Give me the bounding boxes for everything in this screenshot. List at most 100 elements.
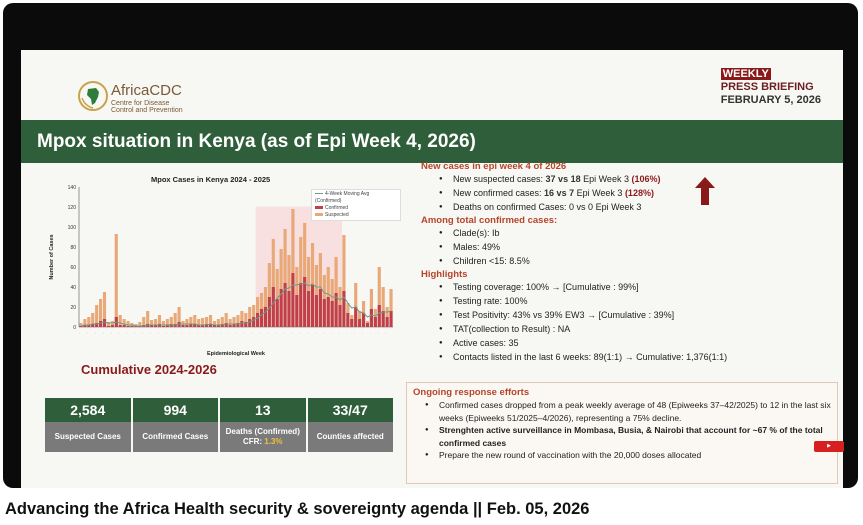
stat-value: 33/47 [307,398,393,422]
list-item: Clade(s): Ib [439,226,836,240]
total-confirmed-heading: Among total confirmed cases: [421,215,558,226]
x-tick-mark: · [125,332,129,335]
x-tick-mark: · [384,332,388,335]
bar-confirmed [299,283,303,327]
y-tick-label: 120 [68,205,77,211]
bar-suspected [153,319,158,327]
bar-suspected [369,289,373,327]
bar-suspected [224,313,228,327]
list-item: Test Positivity: 43% vs 39% EW3 → [Cumul… [439,308,836,322]
x-tick-mark: · [141,332,145,335]
bar-suspected [87,317,91,327]
bar-confirmed [303,277,307,327]
bar-confirmed [275,299,279,327]
video-title[interactable]: Advancing the Africa Health security & s… [5,500,590,518]
bar-suspected [381,287,385,327]
bar-confirmed [236,323,240,327]
bar-suspected [193,315,197,327]
bar-confirmed [165,325,169,327]
bar-confirmed [338,305,342,327]
bar-suspected [283,229,287,327]
bar-suspected [142,317,146,327]
bar-suspected [389,289,393,327]
list-item: TAT(collection to Result) : NA [439,322,836,336]
bar-confirmed [99,321,103,327]
bar-suspected [114,234,118,327]
x-tick-mark: · [164,332,168,335]
ongoing-list: Confirmed cases dropped from a peak week… [413,399,831,462]
y-axis-label: Number of Cases [49,234,55,279]
highlights-heading: Highlights [421,269,468,280]
list-item: Confirmed cases dropped from a peak week… [425,399,831,424]
x-axis-label: Epidemiological Week [207,351,266,357]
moving-avg-line [80,282,392,327]
bar-confirmed [110,325,114,327]
logo-brand: AfricaCDC [111,82,182,99]
bar-confirmed [259,309,264,327]
stat-suspected: 2,584 Suspected Cases [45,398,131,454]
bar-confirmed [385,317,389,327]
new-cases-heading: New cases in epi week 4 of 2026 [421,161,567,172]
y-tick-label: 40 [70,285,76,291]
bar-suspected [161,321,165,327]
bar-confirmed [389,311,393,327]
y-tick-label: 140 [68,185,77,191]
bar-suspected [157,315,162,327]
stat-deaths: 13 Deaths (Confirmed) CFR: 1.3% [220,398,306,454]
bar-suspected [216,319,220,327]
bar-confirmed [197,325,201,327]
bar-confirmed [95,323,99,327]
bar-suspected [342,235,346,327]
stat-counties: 33/47 Counties affected [307,398,393,454]
list-item: Strenghten active surveillance in Mombas… [425,424,831,449]
bar-confirmed [267,297,271,327]
x-tick-mark: · [368,332,372,335]
bar-confirmed [161,326,165,327]
list-item: Prepare the new round of vaccination wit… [425,449,831,462]
africa-emblem-icon [78,81,108,111]
subscribe-badge-icon[interactable]: ▶ [814,441,844,452]
bar-confirmed [330,301,334,327]
bar-confirmed [307,291,311,327]
briefing-date: FEBRUARY 5, 2026 [720,94,821,106]
bar-confirmed [263,307,268,327]
list-item: New confirmed cases: 16 vs 7 Epi Week 3 … [439,186,836,200]
bar-suspected [232,317,236,327]
bar-confirmed [212,325,216,327]
x-tick-mark: · [337,332,341,335]
list-item: Contacts listed in the last 6 weeks: 89(… [439,350,836,364]
cases-chart: Mpox Cases in Kenya 2024 - 2025 0 20 40 60 8… [41,175,401,360]
bar-suspected [220,317,224,327]
press-briefing-label: WEEKLY PRESS BRIEFING FEBRUARY 5, 2026 [720,68,821,107]
bar-suspected [201,318,205,327]
slide-title: Mpox situation in Kenya (as of Epi Week … [21,120,843,163]
bar-confirmed [87,325,91,327]
bar-confirmed [228,325,232,327]
x-tick-mark: · [93,332,97,335]
bar-suspected [79,323,83,327]
x-tick-mark: · [345,332,349,335]
x-tick-mark: · [250,332,254,335]
bar-suspected [303,223,307,327]
bar-confirmed [208,324,213,327]
ongoing-heading: Ongoing response efforts [413,387,530,398]
bar-suspected [146,311,150,327]
video-player[interactable]: AfricaCDC Centre for Disease Control and… [3,3,858,488]
increase-arrow-icon [695,177,715,205]
list-item: Deaths on confirmed Cases: 0 vs 0 Epi We… [439,200,836,214]
stat-label: Confirmed Cases [132,422,218,452]
bar-confirmed [224,323,228,327]
bar-suspected [118,315,122,327]
legend-confirmed: Confirmed [325,205,349,211]
x-tick-mark: · [329,332,333,335]
bar-suspected [256,297,260,327]
bar-suspected [99,299,103,327]
y-tick-label: 20 [70,305,76,311]
bar-suspected [267,263,271,327]
bar-suspected [208,315,213,327]
bar-confirmed [232,324,236,327]
bar-confirmed [181,325,185,327]
list-item: Testing rate: 100% [439,294,836,308]
x-tick-mark: · [148,332,152,335]
bar-confirmed [256,313,260,327]
